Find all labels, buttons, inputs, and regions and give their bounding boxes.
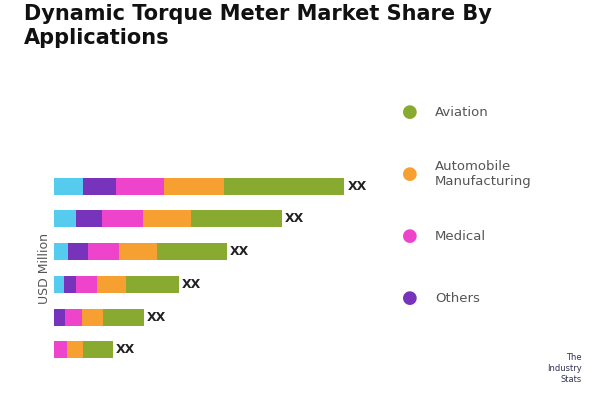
Bar: [191, 210, 282, 227]
Bar: [97, 276, 126, 293]
Bar: [116, 178, 164, 194]
Text: ●: ●: [402, 165, 418, 183]
Text: XX: XX: [285, 212, 304, 225]
Bar: [119, 243, 157, 260]
Bar: [126, 276, 179, 293]
Text: Automobile
Manufacturing: Automobile Manufacturing: [435, 160, 532, 188]
Y-axis label: USD Million: USD Million: [38, 232, 51, 304]
Bar: [224, 178, 344, 194]
Bar: [54, 210, 76, 227]
Bar: [54, 309, 65, 326]
Bar: [54, 178, 83, 194]
Text: ●: ●: [402, 103, 418, 121]
Text: XX: XX: [147, 311, 166, 324]
Bar: [143, 210, 191, 227]
Bar: [64, 276, 76, 293]
Text: ●: ●: [402, 227, 418, 245]
Bar: [83, 178, 116, 194]
Bar: [103, 309, 144, 326]
Text: Dynamic Torque Meter Market Share By
Applications: Dynamic Torque Meter Market Share By App…: [24, 4, 492, 48]
Bar: [83, 342, 113, 358]
Text: XX: XX: [116, 344, 135, 356]
Bar: [65, 309, 82, 326]
Bar: [102, 210, 143, 227]
Bar: [54, 243, 68, 260]
Text: Aviation: Aviation: [435, 106, 489, 118]
Bar: [82, 309, 103, 326]
Text: ●: ●: [402, 289, 418, 307]
Bar: [54, 342, 67, 358]
Bar: [76, 276, 97, 293]
Text: The
Industry
Stats: The Industry Stats: [547, 353, 582, 384]
Bar: [68, 243, 88, 260]
Bar: [67, 342, 83, 358]
Bar: [76, 210, 102, 227]
Text: Medical: Medical: [435, 230, 486, 242]
Bar: [164, 178, 224, 194]
Text: XX: XX: [347, 180, 367, 192]
Text: XX: XX: [230, 245, 249, 258]
Bar: [88, 243, 119, 260]
Text: XX: XX: [182, 278, 201, 291]
Bar: [157, 243, 227, 260]
Bar: [54, 276, 64, 293]
Text: Others: Others: [435, 292, 480, 304]
